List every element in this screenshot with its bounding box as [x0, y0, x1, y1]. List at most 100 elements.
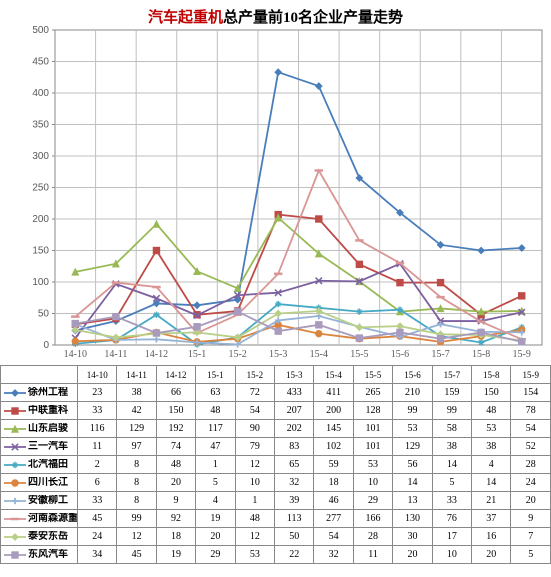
- svg-text:50: 50: [38, 309, 50, 320]
- data-cell: 52: [511, 438, 551, 456]
- data-cell: 8: [117, 492, 156, 510]
- data-cell: 38: [472, 438, 511, 456]
- series-name: 河南森源重工: [28, 513, 77, 525]
- data-cell: 20: [511, 492, 551, 510]
- data-cell: 53: [235, 546, 274, 564]
- svg-text:15-1: 15-1: [188, 349, 206, 360]
- data-cell: 92: [156, 510, 195, 528]
- table-row: 四川长江68205103218101451424: [1, 474, 551, 492]
- data-cell: 99: [117, 510, 156, 528]
- data-cell: 53: [393, 420, 432, 438]
- data-cell: 5: [511, 546, 551, 564]
- data-cell: 28: [511, 456, 551, 474]
- series-name: 泰安东岳: [28, 531, 68, 543]
- svg-text:250: 250: [32, 183, 49, 194]
- data-cell: 22: [275, 546, 314, 564]
- table-corner: [1, 366, 78, 384]
- series-name: 三一汽车: [28, 441, 68, 453]
- data-cell: 14: [472, 474, 511, 492]
- data-cell: 14: [393, 474, 432, 492]
- data-cell: 210: [393, 384, 432, 402]
- series-legend: 东风汽车: [1, 546, 78, 564]
- data-cell: 30: [393, 528, 432, 546]
- data-cell: 33: [78, 492, 117, 510]
- data-cell: 19: [196, 510, 235, 528]
- month-header: 15-1: [196, 366, 235, 384]
- data-cell: 20: [393, 546, 432, 564]
- data-cell: 5: [432, 474, 471, 492]
- table-row: 三一汽车119774477983102101129383852: [1, 438, 551, 456]
- data-cell: 154: [511, 384, 551, 402]
- data-cell: 150: [156, 402, 195, 420]
- data-cell: 159: [432, 384, 471, 402]
- legend-marker: [4, 424, 26, 434]
- svg-text:14-10: 14-10: [64, 349, 87, 360]
- legend-marker: [4, 388, 26, 398]
- data-cell: 24: [511, 474, 551, 492]
- svg-text:14-12: 14-12: [145, 349, 168, 360]
- data-cell: 411: [314, 384, 353, 402]
- table-row: 河南森源重工459992194811327716613076379: [1, 510, 551, 528]
- legend-marker: [4, 532, 26, 542]
- series-legend: 四川长江: [1, 474, 78, 492]
- data-cell: 129: [393, 438, 432, 456]
- data-cell: 54: [235, 402, 274, 420]
- data-cell: 18: [314, 474, 353, 492]
- month-header: 15-3: [275, 366, 314, 384]
- data-cell: 10: [235, 474, 274, 492]
- data-cell: 48: [156, 456, 195, 474]
- data-cell: 38: [432, 438, 471, 456]
- data-cell: 37: [472, 510, 511, 528]
- data-cell: 33: [78, 402, 117, 420]
- data-cell: 47: [196, 438, 235, 456]
- data-cell: 97: [117, 438, 156, 456]
- data-cell: 65: [275, 456, 314, 474]
- data-cell: 79: [235, 438, 274, 456]
- series-legend: 中联重科: [1, 402, 78, 420]
- data-cell: 45: [117, 546, 156, 564]
- svg-text:15-2: 15-2: [228, 349, 246, 360]
- table-row: 中联重科3342150485420720012899994878: [1, 402, 551, 420]
- data-cell: 13: [393, 492, 432, 510]
- series-name: 安徽柳工: [28, 495, 68, 507]
- data-cell: 150: [472, 384, 511, 402]
- data-cell: 7: [511, 528, 551, 546]
- data-cell: 20: [472, 546, 511, 564]
- svg-text:400: 400: [32, 88, 49, 99]
- data-cell: 16: [472, 528, 511, 546]
- table-row: 安徽柳工33894139462913332120: [1, 492, 551, 510]
- data-cell: 42: [117, 402, 156, 420]
- series-name: 四川长江: [28, 477, 68, 489]
- legend-marker: [4, 514, 26, 524]
- data-cell: 117: [196, 420, 235, 438]
- data-cell: 6: [78, 474, 117, 492]
- data-cell: 76: [432, 510, 471, 528]
- data-cell: 19: [156, 546, 195, 564]
- data-cell: 56: [393, 456, 432, 474]
- svg-text:500: 500: [32, 25, 49, 36]
- data-cell: 265: [353, 384, 392, 402]
- series-legend: 泰安东岳: [1, 528, 78, 546]
- data-cell: 14: [432, 456, 471, 474]
- table-row: 东风汽车34451929532232112010205: [1, 546, 551, 564]
- data-cell: 1: [235, 492, 274, 510]
- data-cell: 18: [156, 528, 195, 546]
- data-cell: 38: [117, 384, 156, 402]
- table-row: 北汽福田28481126559535614428: [1, 456, 551, 474]
- data-cell: 11: [78, 438, 117, 456]
- series-legend: 北汽福田: [1, 456, 78, 474]
- series-name: 东风汽车: [28, 549, 68, 561]
- data-cell: 9: [156, 492, 195, 510]
- data-cell: 128: [353, 402, 392, 420]
- data-cell: 12: [235, 528, 274, 546]
- data-cell: 11: [353, 546, 392, 564]
- data-cell: 129: [117, 420, 156, 438]
- line-chart: 05010015020025030035040045050014-1014-11…: [0, 22, 551, 367]
- data-cell: 45: [78, 510, 117, 528]
- svg-text:15-5: 15-5: [350, 349, 368, 360]
- table-row: 山东启骏1161291921179020214510153585354: [1, 420, 551, 438]
- data-cell: 10: [432, 546, 471, 564]
- data-cell: 29: [353, 492, 392, 510]
- legend-marker: [4, 442, 26, 452]
- data-table: 14-1014-1114-1215-115-215-315-415-515-61…: [0, 365, 551, 564]
